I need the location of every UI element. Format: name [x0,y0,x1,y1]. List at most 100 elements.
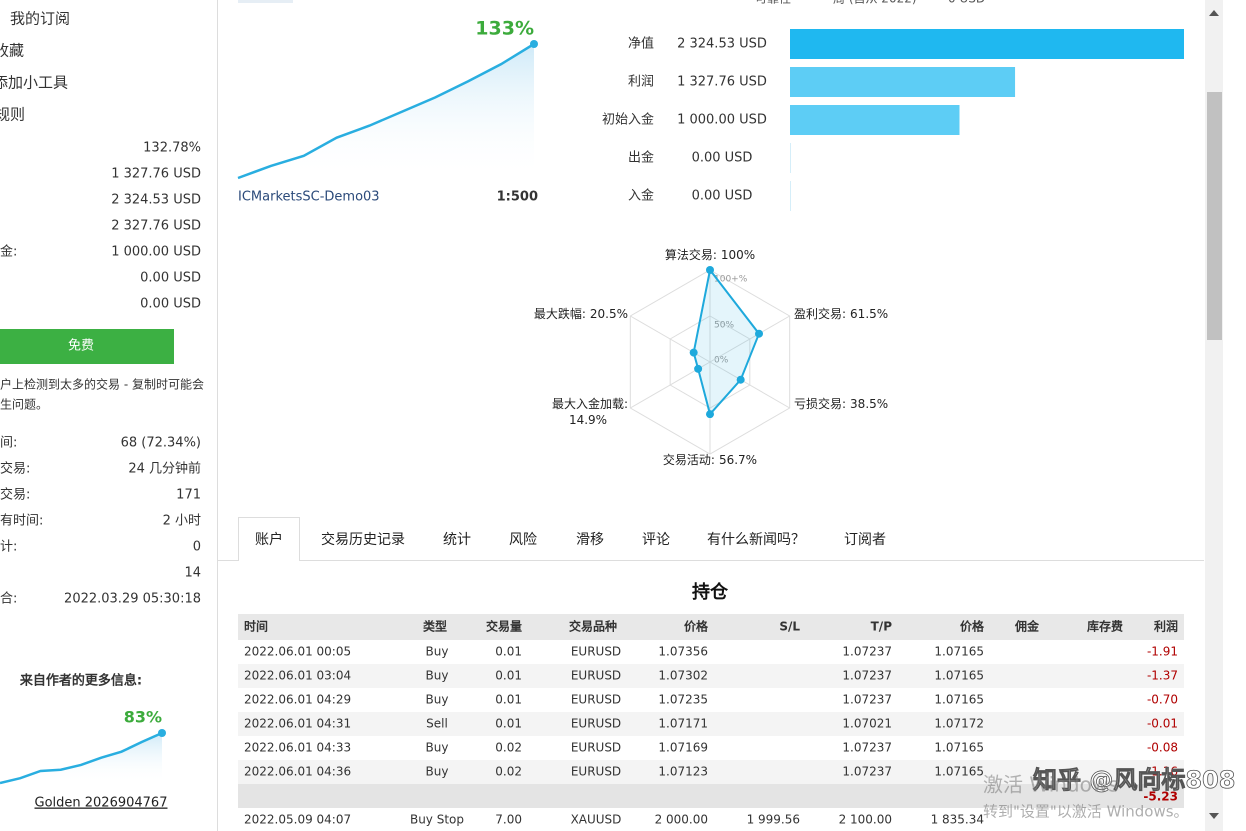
warning-text: 户上检测到太多的交易 - 复制时可能会 [0,377,204,392]
radar-value: 14.9% [569,413,607,427]
radar-spoke [709,361,790,409]
table-cell: 0.01 [495,669,522,683]
area-fill [0,733,162,783]
stat-label: 间: [0,436,17,451]
table-header-bg [238,614,1184,640]
tab[interactable]: 交易历史记录 [321,531,405,548]
table-cell: EURUSD [571,693,621,707]
table-cell: -1.91 [1147,645,1178,659]
bar-value: 0.00 USD [692,151,753,166]
tab[interactable]: 订阅者 [844,532,886,548]
scrollbar-thumb[interactable] [1207,92,1222,340]
stat-value: 0 [193,540,201,555]
table-cell: Sell [426,717,448,731]
bar-value: 0.00 USD [692,189,753,204]
author-link[interactable]: Golden 2026904767 [35,796,168,811]
table-cell: 7.00 [495,813,522,827]
menu-item[interactable]: 添加小工具 [0,74,68,92]
activation-title: 激活 Windows [983,773,1119,797]
stat-label: 合: [0,592,17,607]
scroll-down[interactable] [1209,813,1219,819]
stat-label: 金: [0,244,17,260]
more-title: 来自作者的更多信息: [19,673,142,689]
tab[interactable]: 评论 [642,532,670,548]
table-cell: 1.07302 [658,669,708,683]
table-cell: EURUSD [571,741,621,755]
column-header: 价格 [960,619,985,634]
column-header: 交易量 [486,619,522,634]
table-cell: 1.07165 [934,645,984,659]
table-cell: Buy Stop [410,813,464,827]
tab[interactable]: 统计 [443,532,471,548]
bar [790,67,1016,97]
stat-value: 14 [184,566,201,581]
column-header: 类型 [423,619,447,634]
column-header: 利润 [1154,619,1178,634]
button-label[interactable]: 免费 [68,339,94,354]
bar [790,105,960,135]
table-cell: -0.01 [1147,717,1178,731]
table-cell: 1.07165 [934,693,984,707]
radar-value: 20.5% [590,307,628,321]
bar [790,29,1184,59]
table-cell: 2022.06.01 03:04 [244,669,351,683]
bar [790,143,791,173]
table-cell: -1.37 [1147,669,1178,683]
stat-value: 2 小时 [163,514,201,529]
free-button[interactable] [0,329,174,364]
table-cell: 1.07237 [842,765,892,779]
table-cell: EURUSD [571,765,621,779]
column-header: T/P [871,620,893,634]
stat-label: 交易: [0,461,30,477]
tab[interactable]: 有什么新闻吗？ [707,532,805,548]
table-cell: -0.70 [1147,693,1178,707]
table-cell: 1.07165 [934,765,984,779]
table-cell: 1 835.34 [931,813,984,827]
stat-label: 计: [0,540,17,555]
table-cell: 1.07237 [842,741,892,755]
top-cut-text: 可靠性 [755,0,791,6]
radar-label: 最大跌幅: 20.5% [534,306,628,321]
menu-item[interactable]: 收藏 [0,42,24,60]
table-cell: 1.07237 [842,645,892,659]
radar-label: 交易活动: 56.7% [663,452,757,467]
table-cell: 1.07237 [842,669,892,683]
stat-value: 0.00 USD [140,271,201,286]
growth-label: 133% [475,18,534,40]
tab[interactable]: 风险 [509,532,537,548]
table-cell: 0.01 [495,693,522,707]
stat-value: 2022.03.29 05:30:18 [64,592,201,607]
tab[interactable]: 滑移 [576,531,604,548]
bar-value: 1 000.00 USD [677,113,767,128]
table-cell: 1.07235 [658,693,708,707]
stat-label: 交易: [0,487,30,503]
menu-item[interactable]: 规则 [0,106,25,124]
table-cell: 2022.06.01 04:29 [244,693,351,707]
table-cell: 1.07165 [934,669,984,683]
bar-label: 初始入金 [602,112,654,128]
stat-value: 0.00 USD [140,297,201,312]
table-cell: -0.08 [1147,741,1178,755]
column-header: 交易品种 [569,619,617,634]
table-cell: 2022.06.01 04:33 [244,741,351,755]
radar-value: 56.7% [719,453,757,467]
end-dot [158,729,166,737]
top-cut-text: 周 (自从 2022) [833,0,917,6]
radar-category: 最大入金加载: [552,396,628,411]
radar-point [694,364,703,373]
warning-text: 生问题。 [0,398,48,412]
radar-point [706,410,714,419]
stat-value: 2 324.53 USD [111,193,201,208]
table-cell: Buy [426,741,449,755]
menu-item[interactable]: 我的订阅 [10,10,70,28]
tab[interactable]: 账户 [255,531,283,548]
top-cut-text: 0 USD [948,0,985,6]
table-cell: 0.01 [495,645,522,659]
scroll-up[interactable] [1209,10,1219,16]
table-cell: 1.07021 [842,717,892,731]
active-tab[interactable] [238,517,300,561]
radar-label: 盈利交易: 61.5% [794,306,888,321]
